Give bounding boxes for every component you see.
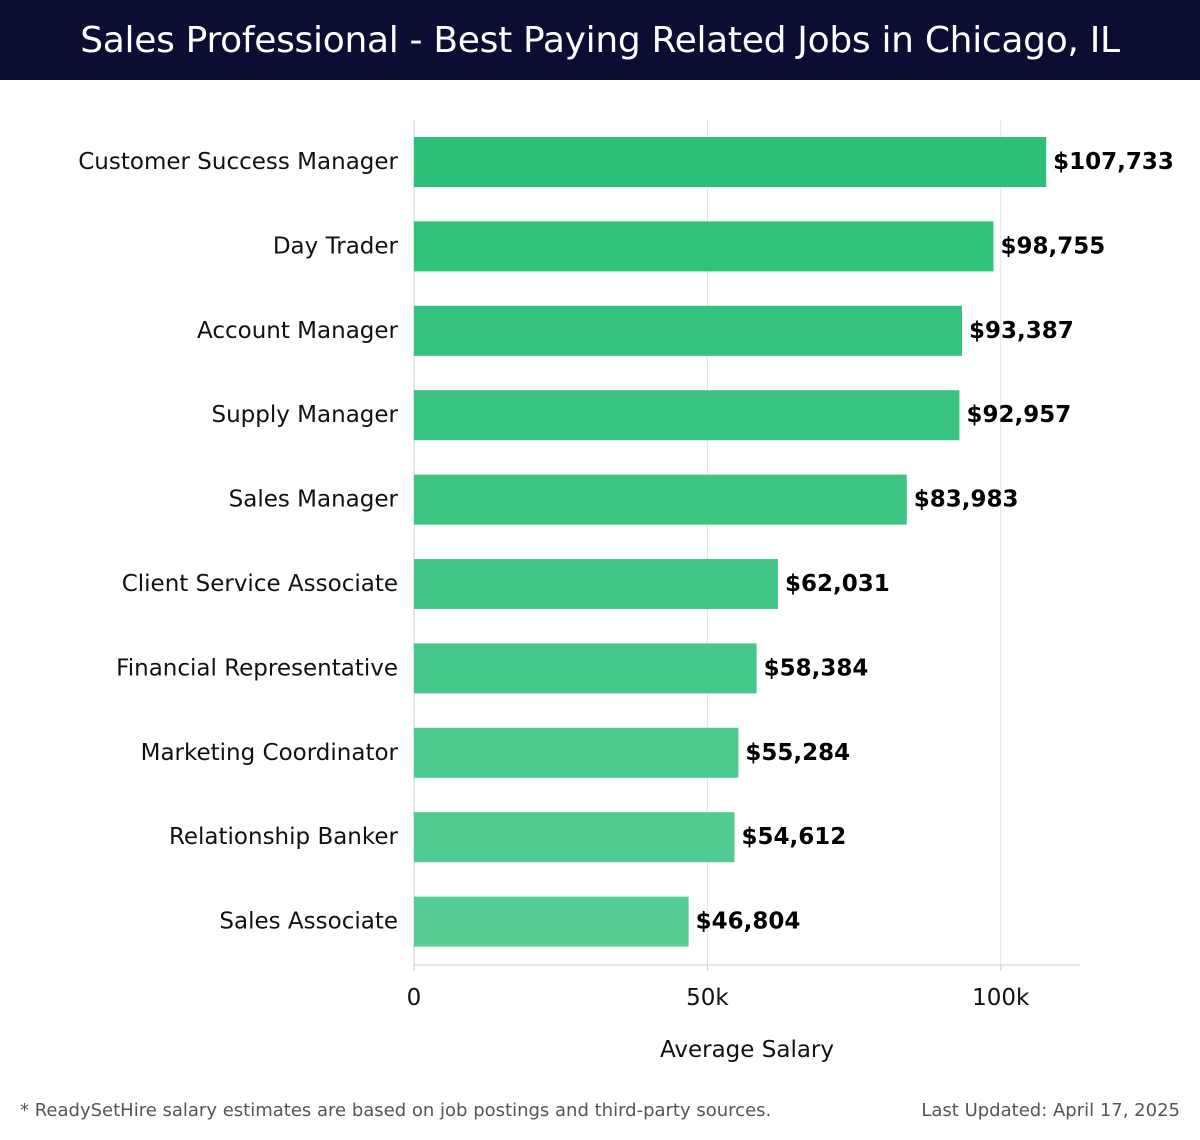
bar bbox=[414, 137, 1047, 187]
bar bbox=[414, 896, 689, 947]
value-label: $55,284 bbox=[745, 740, 850, 766]
value-label: $107,733 bbox=[1053, 149, 1174, 175]
category-label: Sales Manager bbox=[229, 487, 399, 513]
category-label: Marketing Coordinator bbox=[141, 740, 399, 766]
salary-bar-chart: Customer Success Manager $107,733 Day Trad… bbox=[78, 120, 1174, 1063]
category-label: Customer Success Manager bbox=[78, 149, 398, 175]
bar bbox=[414, 474, 907, 525]
category-label: Day Trader bbox=[273, 233, 399, 259]
category-label: Relationship Banker bbox=[169, 824, 399, 850]
category-label: Supply Manager bbox=[211, 402, 398, 428]
x-tick-label: 0 bbox=[407, 985, 422, 1011]
footer-note: * ReadySetHire salary estimates are base… bbox=[20, 1100, 772, 1121]
value-label: $83,983 bbox=[914, 487, 1019, 513]
last-updated: Last Updated: April 17, 2025 bbox=[921, 1100, 1180, 1121]
bar bbox=[414, 221, 994, 272]
value-label: $62,031 bbox=[785, 571, 890, 597]
value-label: $46,804 bbox=[696, 909, 801, 935]
bar bbox=[414, 390, 960, 441]
bar bbox=[414, 812, 735, 863]
page-title: Sales Professional - Best Paying Related… bbox=[80, 19, 1120, 61]
value-label: $92,957 bbox=[966, 402, 1071, 428]
bar bbox=[414, 727, 739, 778]
category-label: Financial Representative bbox=[116, 655, 398, 681]
category-label: Account Manager bbox=[197, 318, 399, 344]
bar bbox=[414, 305, 962, 356]
category-label: Sales Associate bbox=[219, 909, 398, 935]
x-tick-label: 50k bbox=[686, 985, 729, 1011]
value-label: $93,387 bbox=[969, 318, 1074, 344]
bar bbox=[414, 643, 757, 694]
value-label: $98,755 bbox=[1000, 233, 1105, 259]
category-label: Client Service Associate bbox=[122, 571, 398, 597]
value-label: $58,384 bbox=[764, 655, 869, 681]
chart-header: Sales Professional - Best Paying Related… bbox=[0, 0, 1200, 80]
x-tick-label: 100k bbox=[972, 985, 1030, 1011]
value-label: $54,612 bbox=[741, 824, 846, 850]
bar bbox=[414, 559, 778, 609]
x-axis-title: Average Salary bbox=[660, 1037, 834, 1063]
